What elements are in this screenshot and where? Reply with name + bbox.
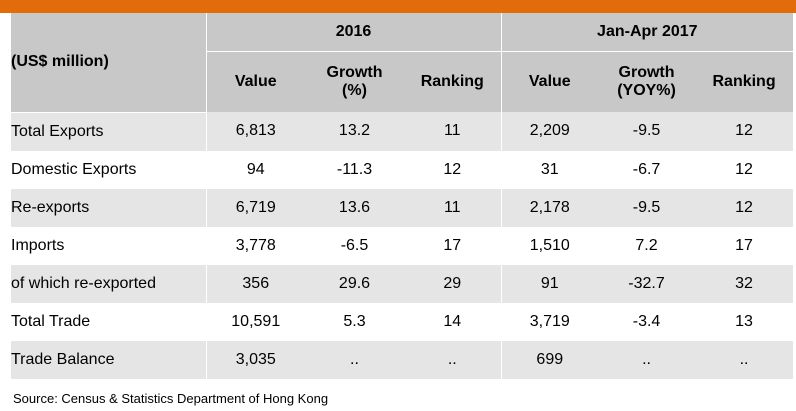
table-cell: 6,719 xyxy=(205,188,305,227)
table-row: Re-exports 6,719 13.6 11 2,178 -9.5 12 xyxy=(11,188,794,227)
table-cell: -9.5 xyxy=(598,188,696,227)
table-cell: 13.2 xyxy=(305,112,404,151)
table-cell: 5.3 xyxy=(343,312,366,330)
table-cell: 699 xyxy=(500,340,599,379)
table-row: Trade Balance 3,035 .. .. 699 .. .. xyxy=(11,340,794,379)
table-cell: 13 xyxy=(735,312,753,330)
trade-table: (US$ million) 2016 Jan-Apr 2017 Value Gr… xyxy=(11,13,794,379)
table-cell: 29 xyxy=(404,264,502,303)
table-cell: -32.7 xyxy=(598,264,696,303)
table-cell: 12 xyxy=(443,160,462,178)
unit-label: (US$ million) xyxy=(11,13,206,113)
table-cell: -3.4 xyxy=(632,312,661,330)
table-cell: 3,035 xyxy=(205,340,305,379)
period-header-row: (US$ million) 2016 Jan-Apr 2017 xyxy=(11,13,794,113)
table-cell: -6.7 xyxy=(632,160,661,178)
table-row: of which re-exported 356 29.6 29 91 -32.… xyxy=(11,264,794,303)
row-label: Total Exports xyxy=(11,112,206,151)
table-row: Total Exports 6,813 13.2 11 2,209 -9.5 1… xyxy=(11,112,794,151)
table-cell: -6.5 xyxy=(340,236,369,254)
column-header: Ranking xyxy=(712,73,776,90)
table-cell: 32 xyxy=(695,264,794,303)
table-cell: 356 xyxy=(205,264,305,303)
row-label: Re-exports xyxy=(11,188,206,227)
row-label: Imports xyxy=(11,236,65,254)
table-cell: 2,178 xyxy=(500,188,599,227)
table-cell: 7.2 xyxy=(635,236,658,254)
table-cell: .. xyxy=(695,340,794,379)
table-row: Total Trade 10,591 5.3 14 3,719 -3.4 13 xyxy=(11,302,793,341)
table-cell: 3,778 xyxy=(205,226,305,265)
period-2017-header: Jan-Apr 2017 xyxy=(500,13,794,52)
table-cell: 17 xyxy=(443,236,462,254)
column-header: Ranking xyxy=(420,73,484,90)
table-cell: 11 xyxy=(404,112,502,151)
table-cell: 29.6 xyxy=(305,264,404,303)
table-cell: 1,510 xyxy=(500,226,599,265)
table-cell: .. xyxy=(598,340,696,379)
accent-bar xyxy=(0,0,796,13)
table-cell: 13.6 xyxy=(305,188,404,227)
table-row: Domestic Exports 94 -11.3 12 31 -6.7 12 xyxy=(11,150,793,189)
table-cell: 3,719 xyxy=(500,302,599,341)
table-cell: -11.3 xyxy=(336,160,373,178)
row-label: of which re-exported xyxy=(11,264,206,303)
source-note: Source: Census & Statistics Department o… xyxy=(13,391,329,406)
table-cell: 10,591 xyxy=(205,302,305,341)
table-row: Imports 3,778 -6.5 17 1,510 7.2 17 xyxy=(11,226,793,265)
row-label: Trade Balance xyxy=(11,340,206,379)
table-cell: 17 xyxy=(735,236,753,254)
row-label: Total Trade xyxy=(11,312,91,330)
table-cell: 91 xyxy=(500,264,599,303)
column-header: Growth (YOY%) xyxy=(617,64,676,99)
column-header: Value xyxy=(500,51,599,112)
table-cell: -9.5 xyxy=(598,112,696,151)
table-cell: 31 xyxy=(500,150,599,189)
column-header: Growth (%) xyxy=(326,64,383,99)
row-label: Domestic Exports xyxy=(11,160,137,178)
table-cell: 2,209 xyxy=(500,112,599,151)
table-cell: 12 xyxy=(735,160,753,178)
table-cell: 94 xyxy=(205,150,305,189)
table-cell: .. xyxy=(404,340,502,379)
period-2016-header: 2016 xyxy=(205,13,502,52)
table-cell: 12 xyxy=(695,112,794,151)
table-cell: 14 xyxy=(443,312,462,330)
table-cell: .. xyxy=(305,340,404,379)
table-cell: 6,813 xyxy=(205,112,305,151)
table-cell: 12 xyxy=(695,188,794,227)
column-header: Value xyxy=(205,51,305,112)
table-cell: 11 xyxy=(404,188,502,227)
